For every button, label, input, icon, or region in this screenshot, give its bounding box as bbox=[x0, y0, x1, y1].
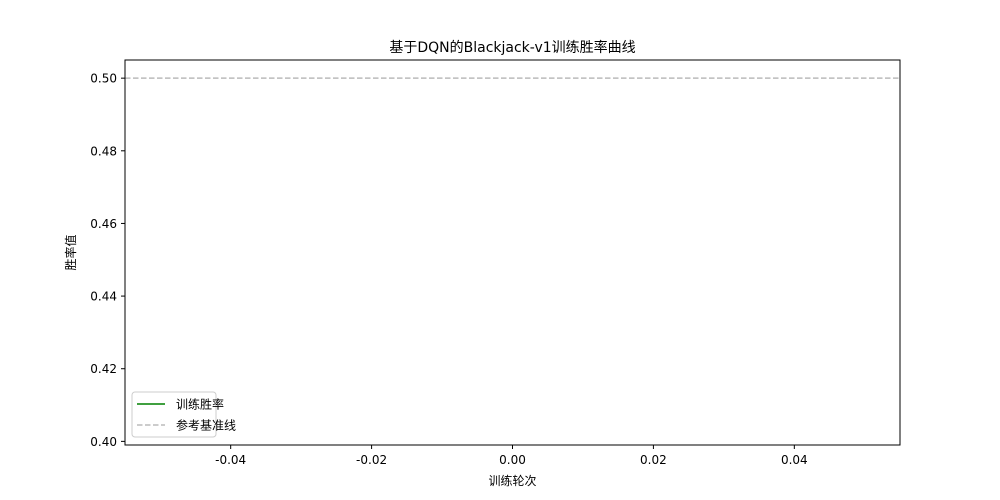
x-tick-label: 0.04 bbox=[781, 453, 808, 467]
x-axis-label: 训练轮次 bbox=[488, 473, 536, 488]
y-tick-label: 0.46 bbox=[90, 217, 117, 231]
chart-title: 基于DQN的Blackjack-v1训练胜率曲线 bbox=[389, 39, 635, 56]
legend-label-baseline: 参考基准线 bbox=[176, 418, 236, 433]
x-tick-label: 0.02 bbox=[640, 453, 667, 467]
x-tick-label: -0.02 bbox=[356, 453, 387, 467]
y-tick-label: 0.44 bbox=[90, 290, 117, 304]
legend: 训练胜率 参考基准线 bbox=[131, 391, 236, 438]
y-tick-label: 0.50 bbox=[90, 72, 117, 86]
y-tick-label: 0.40 bbox=[90, 435, 117, 449]
x-tick-label: 0.00 bbox=[499, 453, 526, 467]
x-axis-ticks: -0.04 -0.02 0.00 0.02 0.04 bbox=[215, 445, 808, 467]
legend-label-training-win-rate: 训练胜率 bbox=[176, 397, 224, 412]
axes-frame bbox=[124, 59, 901, 446]
y-tick-label: 0.42 bbox=[90, 362, 117, 376]
y-axis-ticks: 0.40 0.42 0.44 0.46 0.48 0.50 bbox=[90, 72, 125, 449]
plot-area: -0.04 -0.02 0.00 0.02 0.04 0.400.420.440.460… bbox=[90, 59, 901, 467]
y-axis-label: 胜率值 bbox=[63, 234, 78, 270]
x-tick-label: -0.04 bbox=[215, 453, 246, 467]
y-tick-label: 0.48 bbox=[90, 144, 117, 158]
